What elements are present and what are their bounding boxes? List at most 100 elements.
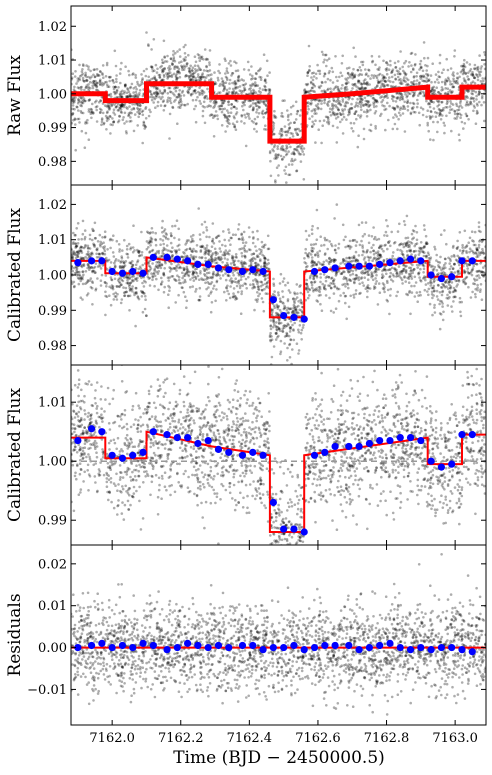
data-point (413, 93, 416, 97)
data-point (111, 123, 114, 127)
data-point (198, 54, 201, 57)
data-point (144, 125, 148, 129)
data-point (151, 77, 155, 80)
data-point (419, 293, 422, 297)
data-point (425, 80, 428, 83)
data-point (452, 295, 456, 299)
data-point (385, 69, 388, 72)
data-point (319, 84, 323, 88)
data-point (134, 95, 137, 99)
data-point (134, 277, 138, 281)
data-point (218, 247, 222, 250)
data-point (112, 87, 116, 91)
data-point (307, 234, 311, 237)
data-point (150, 65, 154, 69)
data-point (87, 85, 90, 89)
data-point (292, 150, 295, 154)
data-point (294, 128, 297, 132)
data-point (184, 56, 187, 59)
data-point (430, 286, 434, 290)
data-point (222, 81, 226, 85)
data-point (266, 258, 270, 262)
data-point (79, 110, 83, 113)
data-point (198, 99, 201, 103)
data-point (391, 273, 395, 276)
data-point (231, 72, 234, 75)
data-point (206, 281, 210, 284)
data-point (234, 128, 238, 131)
data-point (186, 102, 189, 106)
data-point (457, 133, 461, 136)
data-point (136, 260, 139, 264)
data-point (294, 298, 297, 301)
data-point (225, 115, 229, 118)
data-point (106, 116, 110, 119)
data-point (410, 51, 414, 55)
data-point (129, 86, 132, 90)
data-point (459, 101, 462, 104)
data-point (432, 91, 436, 95)
data-point (419, 278, 422, 282)
data-point (174, 85, 177, 89)
data-point (353, 105, 357, 109)
data-point (400, 95, 403, 98)
data-point (254, 264, 257, 268)
data-point (299, 153, 303, 156)
data-point (465, 244, 469, 247)
data-point (316, 69, 320, 73)
data-point (473, 67, 477, 71)
data-point (326, 116, 330, 120)
data-point (113, 261, 116, 265)
data-point (140, 110, 144, 114)
data-point (442, 108, 445, 112)
data-point (367, 259, 371, 262)
data-point (132, 275, 136, 278)
data-point (181, 286, 184, 290)
data-point (289, 106, 293, 109)
data-point (424, 275, 428, 279)
data-point (335, 141, 339, 144)
data-point (407, 249, 411, 252)
data-point (339, 120, 342, 124)
data-point (218, 63, 221, 66)
data-point (102, 122, 105, 126)
data-point (281, 157, 284, 161)
data-point (475, 112, 479, 115)
data-point (192, 89, 196, 93)
data-point (118, 248, 121, 251)
data-point (443, 131, 446, 135)
data-point (204, 256, 207, 260)
data-point (339, 262, 342, 265)
data-point (316, 251, 319, 254)
data-point (278, 318, 281, 321)
data-point (102, 82, 106, 86)
data-point (396, 72, 400, 76)
data-point (305, 238, 309, 241)
data-point (268, 71, 271, 74)
data-point (450, 255, 454, 258)
data-point (241, 238, 245, 241)
data-point (172, 267, 175, 270)
data-point (191, 69, 194, 72)
data-point (466, 90, 470, 93)
data-point (128, 120, 131, 123)
data-point (222, 101, 226, 105)
data-point (345, 282, 349, 285)
data-point (181, 276, 184, 280)
data-point (449, 287, 452, 290)
data-point (247, 226, 251, 229)
data-point (141, 141, 144, 145)
data-point (74, 96, 77, 99)
data-point (397, 70, 400, 73)
data-point (187, 90, 190, 94)
data-point (417, 272, 421, 276)
data-point (120, 103, 124, 106)
data-point (271, 148, 274, 151)
data-point (263, 84, 266, 88)
data-point (286, 109, 289, 112)
data-point (462, 67, 465, 71)
data-point (473, 76, 477, 80)
data-point (437, 99, 441, 103)
data-point (383, 267, 387, 271)
data-point (417, 253, 421, 256)
